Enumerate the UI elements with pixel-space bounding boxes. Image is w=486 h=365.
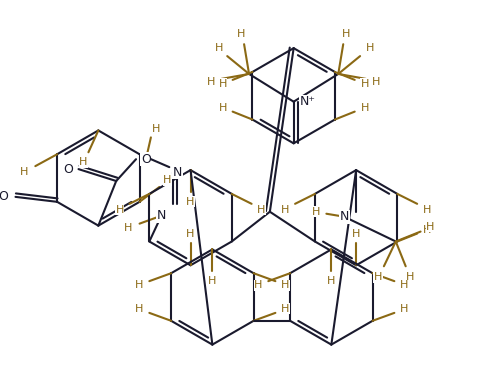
Text: H: H (372, 77, 380, 87)
Text: H: H (123, 223, 132, 233)
Text: N: N (156, 209, 166, 222)
Text: N: N (173, 166, 182, 178)
Text: O: O (0, 191, 9, 203)
Text: H: H (342, 29, 350, 39)
Text: H: H (312, 207, 321, 217)
Text: H: H (374, 272, 382, 282)
Text: H: H (219, 79, 227, 89)
Text: H: H (186, 197, 195, 207)
Text: H: H (215, 43, 224, 53)
Text: H: H (423, 224, 431, 235)
Text: H: H (361, 103, 369, 113)
Text: O: O (141, 153, 151, 166)
Text: H: H (186, 228, 195, 239)
Text: H: H (426, 222, 434, 232)
Text: H: H (281, 304, 290, 314)
Text: H: H (400, 280, 408, 290)
Text: H: H (281, 280, 290, 290)
Text: H: H (237, 29, 245, 39)
Text: H: H (115, 205, 124, 215)
Text: H: H (219, 103, 227, 113)
Text: H: H (327, 276, 335, 286)
Text: H: H (152, 124, 160, 134)
Text: H: H (423, 205, 431, 215)
Text: H: H (135, 280, 143, 290)
Text: H: H (207, 77, 216, 87)
Text: N⁺: N⁺ (299, 95, 315, 108)
Text: H: H (352, 228, 360, 239)
Text: N: N (340, 210, 349, 223)
Text: O: O (64, 163, 73, 176)
Text: H: H (361, 79, 369, 89)
Text: H: H (135, 304, 143, 314)
Text: H: H (400, 304, 408, 314)
Text: H: H (79, 157, 87, 167)
Text: H: H (20, 167, 29, 177)
Text: H: H (163, 175, 172, 185)
Text: H: H (405, 272, 414, 282)
Text: H: H (254, 280, 262, 290)
Text: H: H (281, 205, 289, 215)
Text: H: H (366, 43, 374, 53)
Text: H: H (208, 276, 217, 286)
Text: H: H (257, 205, 266, 215)
